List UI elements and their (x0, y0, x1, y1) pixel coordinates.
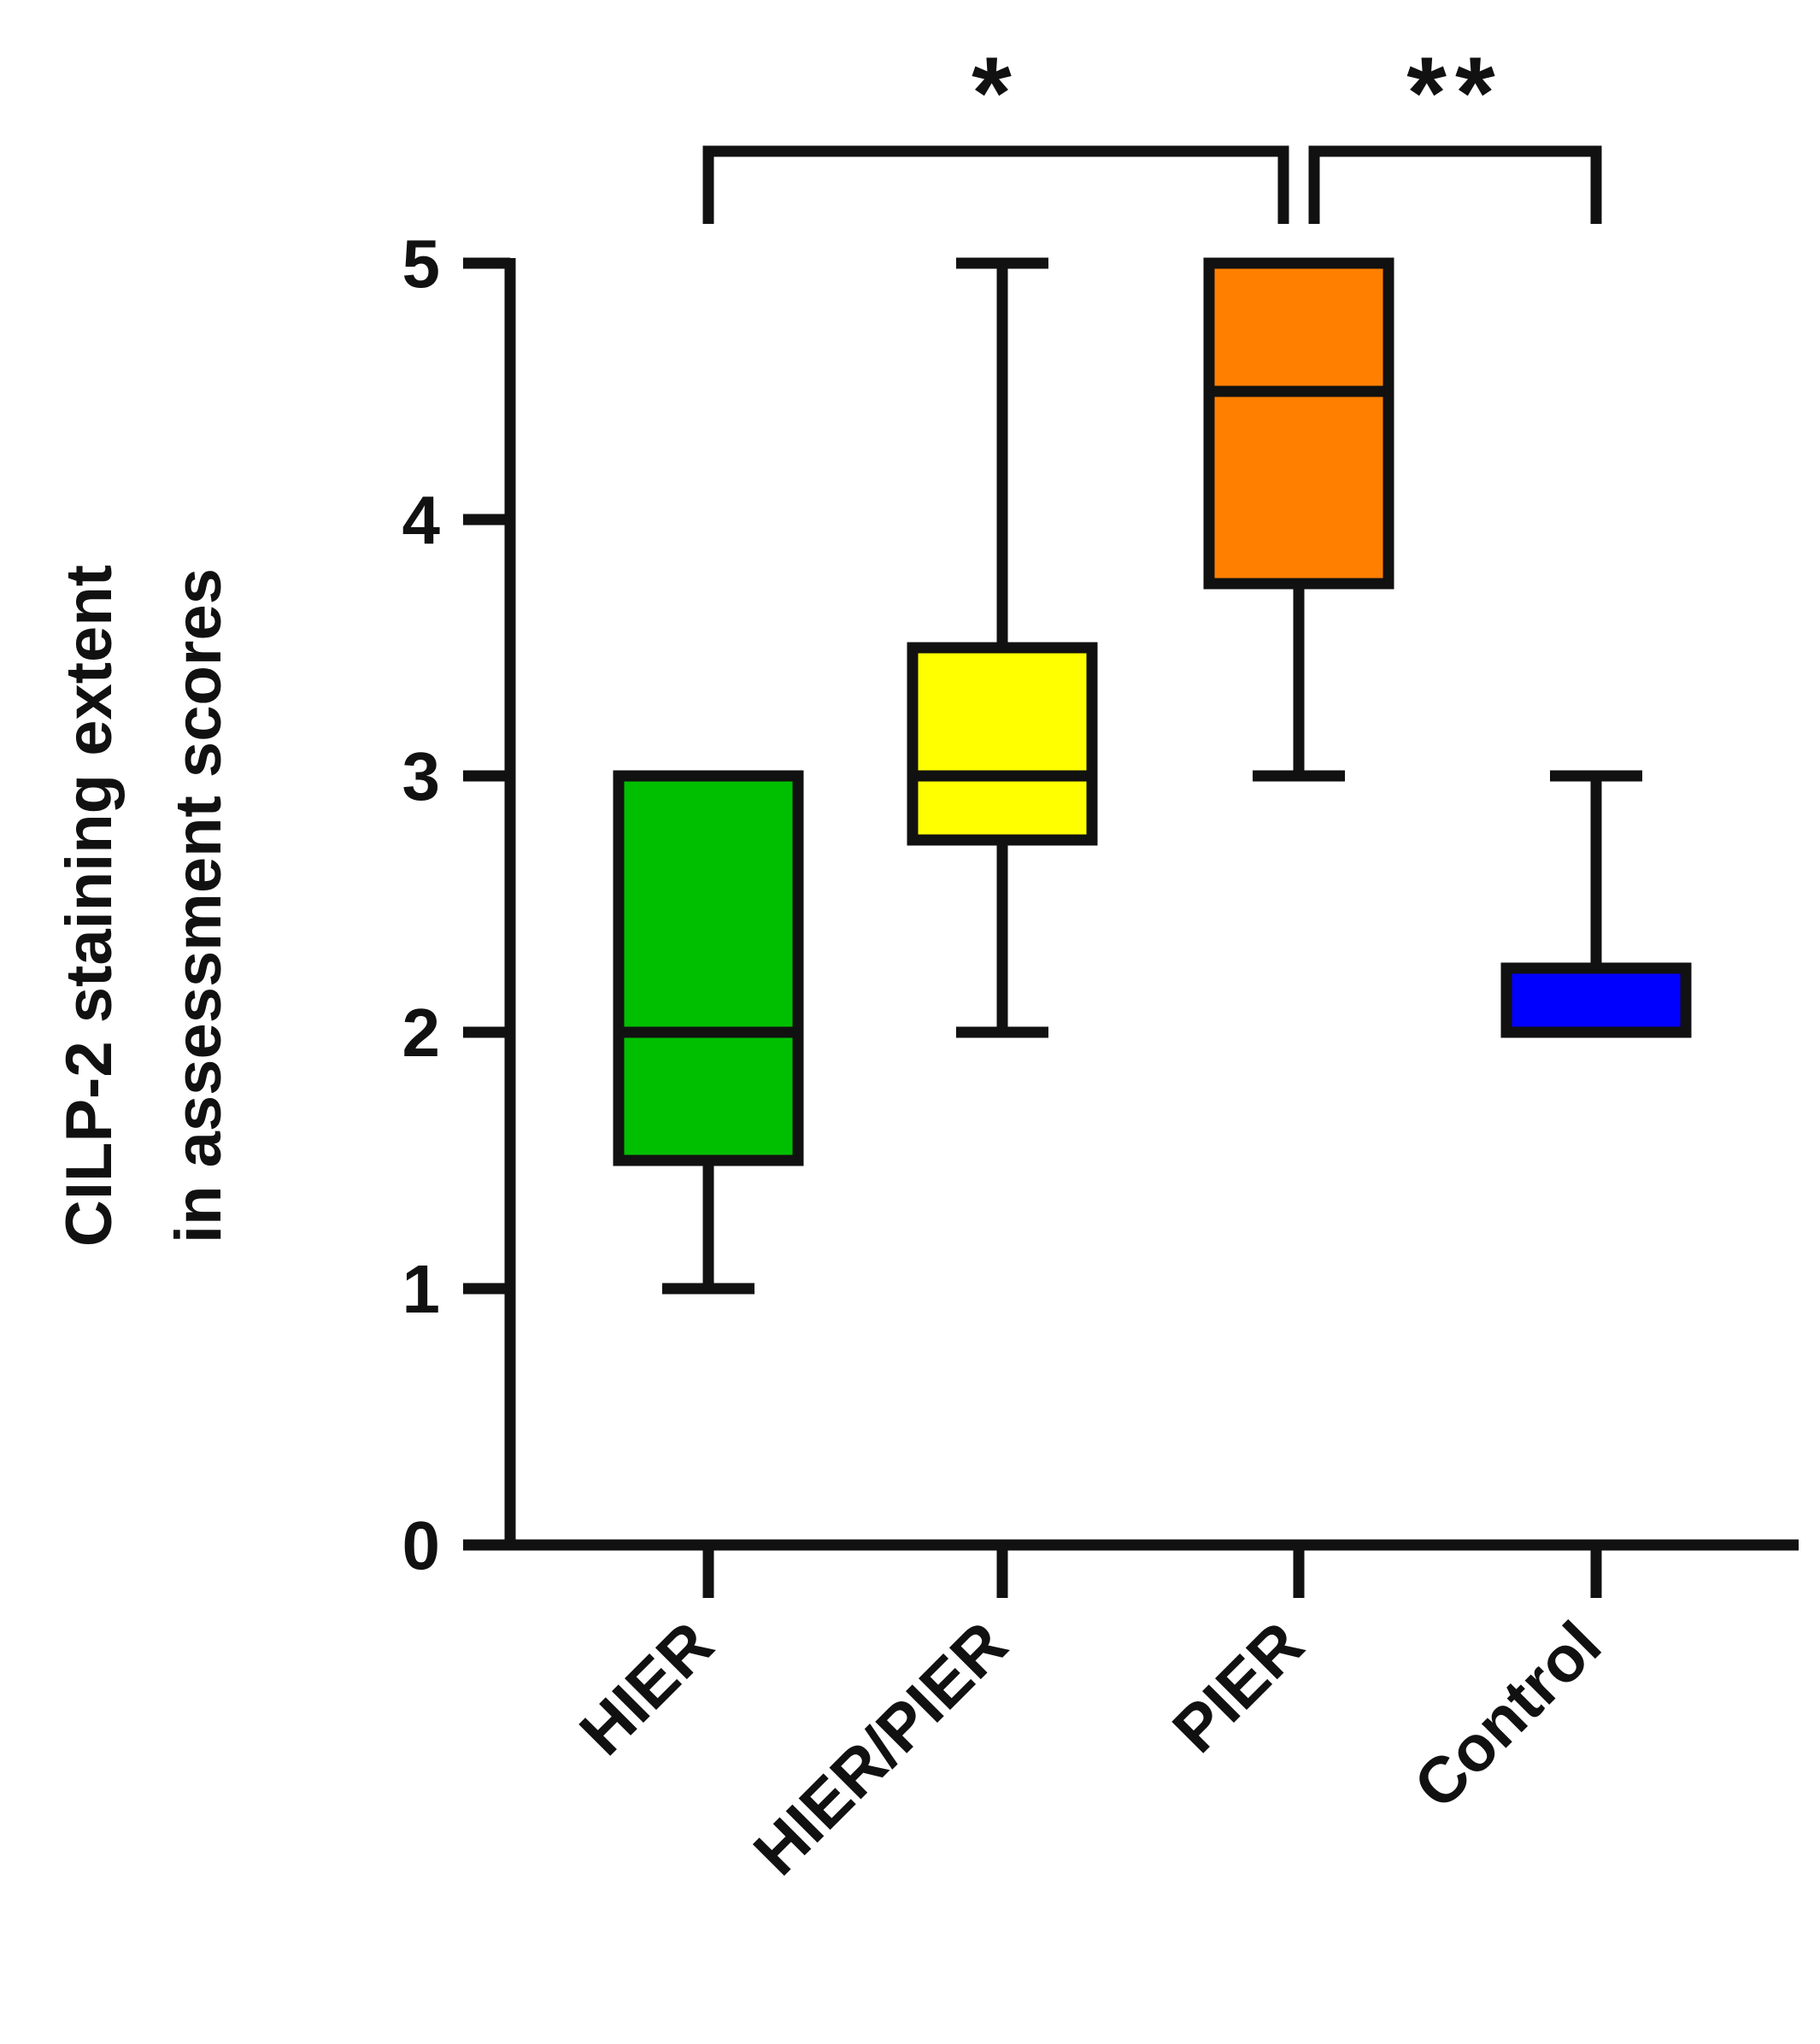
axes (504, 258, 1799, 1551)
box-control (1500, 770, 1692, 1038)
x-tick-label: HIER/PIER (740, 1608, 1021, 1889)
x-tick-label: Control (1400, 1608, 1615, 1823)
x-tick-label: HIER (567, 1608, 727, 1769)
y-tick-label: 3 (402, 738, 441, 814)
y-tick-label: 5 (402, 226, 441, 302)
y-tick-label: 4 (402, 482, 441, 558)
y-axis-title-line: in assessment scores (162, 568, 235, 1243)
significance-bracket: ** (1308, 36, 1602, 224)
y-axis-ticks: 0 1 2 3 4 5 (402, 226, 510, 1583)
box-hier (613, 770, 804, 1295)
box-iqr (907, 642, 1098, 846)
y-axis-title-line: CILP-2 staining extent (53, 565, 126, 1247)
box-pier (1203, 257, 1394, 782)
x-tick-label: PIER (1159, 1608, 1318, 1767)
box-iqr (1500, 962, 1692, 1038)
y-tick-label: 1 (402, 1251, 441, 1327)
bracket-line (1308, 145, 1602, 224)
significance-bracket: * (702, 36, 1289, 224)
significance-brackets: * ** (702, 36, 1602, 224)
x-axis-ticks: HIER HIER/PIER PIER Control (567, 1545, 1615, 1889)
significance-label: * (972, 36, 1020, 150)
y-axis-title: CILP-2 staining extent in assessment scor… (53, 565, 235, 1247)
box-iqr (613, 770, 804, 1166)
bracket-line (702, 145, 1289, 224)
box-hier-pier (907, 257, 1098, 1038)
boxes (613, 257, 1692, 1295)
significance-label: ** (1406, 36, 1503, 150)
y-tick-label: 2 (402, 995, 441, 1071)
y-tick-label: 0 (402, 1507, 441, 1583)
box-iqr (1203, 257, 1394, 590)
